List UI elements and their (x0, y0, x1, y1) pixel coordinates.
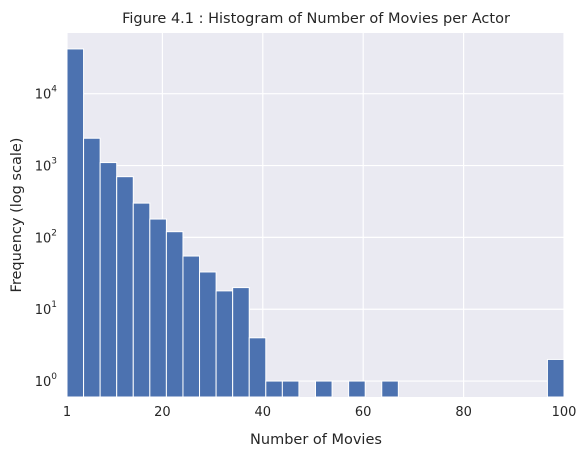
x-tick-label: 80 (455, 405, 472, 420)
bar-layer (66, 48, 565, 398)
histogram-bar (116, 176, 134, 398)
x-tick-label: 20 (154, 405, 171, 420)
y-tick-exponent: 4 (51, 85, 57, 95)
histogram-bar (348, 380, 366, 398)
histogram-bar (215, 290, 234, 398)
histogram-bar (281, 380, 300, 398)
histogram-bar (149, 218, 167, 398)
histogram-bar (546, 358, 565, 398)
y-tick-base: 10 (35, 160, 52, 175)
histogram-bar (132, 202, 151, 398)
y-axis-label: Frequency (log scale) (9, 138, 25, 293)
histogram-bar (99, 162, 118, 398)
histogram-bar (265, 380, 283, 398)
x-tick-label: 60 (355, 405, 372, 420)
x-tick-label: 40 (255, 405, 272, 420)
x-axis-label: Number of Movies (250, 432, 382, 448)
y-tick-label: 103 (35, 157, 57, 175)
y-tick-exponent: 0 (51, 372, 57, 382)
histogram-bar (315, 380, 333, 398)
y-tick-label: 100 (35, 372, 58, 390)
x-tick-label: 100 (552, 405, 577, 420)
histogram-bar (83, 137, 101, 398)
histogram-bar (165, 231, 184, 398)
y-tick-base: 10 (35, 303, 52, 318)
histogram-bar (248, 337, 267, 398)
chart-title: Figure 4.1 : Histogram of Number of Movi… (122, 11, 510, 27)
y-tick-label: 104 (35, 85, 58, 103)
histogram-bar (232, 287, 250, 398)
histogram-bar (199, 271, 217, 398)
y-tick-base: 10 (35, 375, 52, 390)
y-tick-label: 101 (35, 300, 57, 318)
histogram-bar (66, 48, 85, 398)
x-tick-label: 1 (63, 405, 71, 420)
y-tick-exponent: 3 (51, 157, 57, 167)
x-tick-labels: 1 20 40 60 80 100 (63, 405, 577, 420)
y-tick-label: 102 (35, 228, 57, 246)
histogram-bar (381, 380, 399, 398)
y-tick-exponent: 2 (51, 228, 57, 238)
histogram-bar (182, 255, 201, 398)
y-tick-base: 10 (35, 231, 52, 246)
y-tick-exponent: 1 (51, 300, 57, 310)
y-tick-base: 10 (35, 88, 52, 103)
